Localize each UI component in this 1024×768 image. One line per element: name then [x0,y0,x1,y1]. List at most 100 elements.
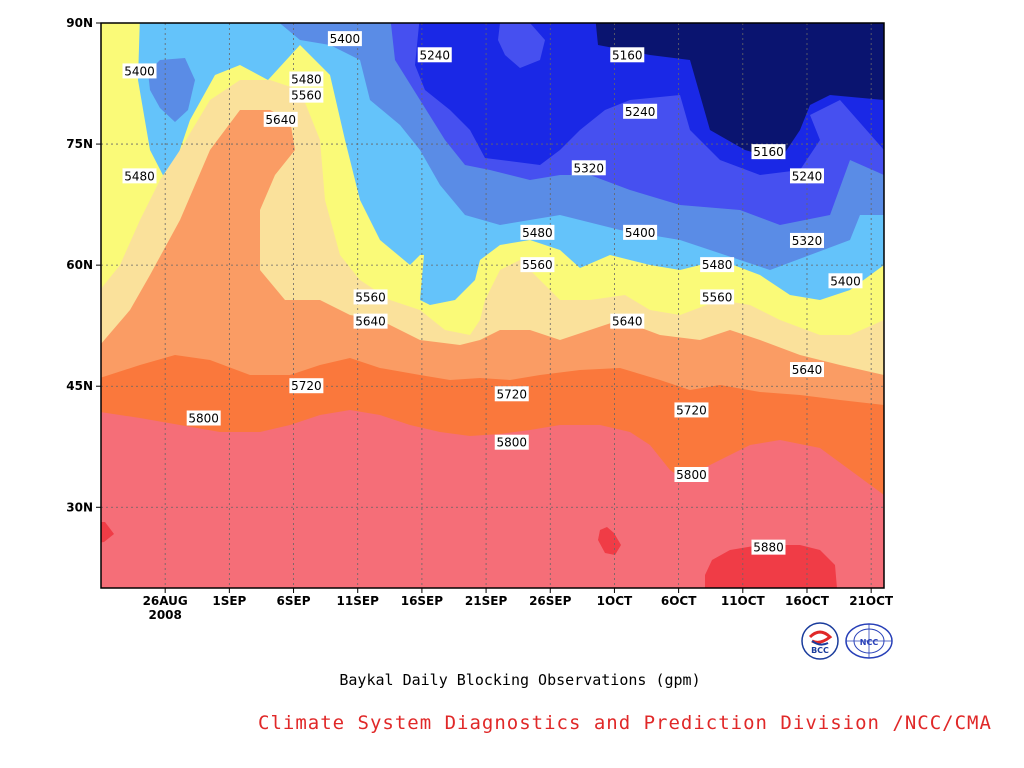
contour-label-text: 5720 [496,387,527,401]
y-tick-label: 60N [66,258,93,272]
contour-label-text: 5480 [522,226,553,240]
x-tick-label: 26AUG [143,594,188,608]
contour-label-text: 5160 [753,145,784,159]
contour-label-bg [674,402,709,418]
contour-label-text: 5480 [124,169,155,183]
x-tick-label: 11SEP [337,594,380,608]
x-tick-label: 1OCT [597,594,633,608]
contour-label-5640: 5640 [789,362,824,378]
contour-label-bg [520,257,555,273]
contour-label-5160: 5160 [610,47,645,63]
contour-label-5800: 5800 [494,434,529,450]
contour-label-5320: 5320 [789,232,824,248]
contour-label-text: 5240 [792,169,823,183]
level-fill-5320-pocket [148,58,195,122]
level-fill-5880 [101,410,884,588]
contour-label-bg [571,160,606,176]
contour-label-5640: 5640 [263,111,298,127]
contour-label-5880: 5880 [751,539,786,555]
bcc-logo: BCC [800,621,840,665]
contour-label-text: 5880 [753,541,784,555]
contour-label-bg [610,47,645,63]
ncc-logo-icon: NCC [845,623,893,659]
contour-label-text: 5640 [792,363,823,377]
x-tick-label: 26SEP [529,594,572,608]
y-tick-label: 75N [66,137,93,151]
contour-label-5720: 5720 [289,378,324,394]
contour-label-text: 5800 [188,412,219,426]
contour-label-bg [353,289,388,305]
contour-label-bg [417,47,452,63]
contour-label-bg [263,111,298,127]
contour-label-5400: 5400 [828,273,863,289]
contour-label-text: 5480 [291,73,322,87]
contour-label-text: 5240 [419,48,450,62]
contour-label-bg [789,232,824,248]
contour-label-bg [289,378,324,394]
ncc-logo-text: NCC [860,638,879,647]
contour-label-bg [751,144,786,160]
contour-label-5160: 5160 [751,144,786,160]
contour-label-5640: 5640 [610,313,645,329]
y-axis: 30N 45N 60N 75N 90N [66,16,101,514]
contour-label-text: 5720 [676,403,707,417]
x-tick-label: 16SEP [401,594,444,608]
contour-label-text: 5720 [291,379,322,393]
contour-label-5560: 5560 [289,87,324,103]
contour-label-text: 5560 [355,290,386,304]
chart-subtitle: Baykal Daily Blocking Observations (gpm) [339,671,701,689]
contour-label-5480: 5480 [289,71,324,87]
contour-label-5400: 5400 [122,63,157,79]
x-tick-label: 1SEP [212,594,246,608]
contour-label-5480: 5480 [520,224,555,240]
contour-label-bg [623,103,658,119]
contour-label-5720: 5720 [494,386,529,402]
contour-label-bg [327,31,362,47]
contour-label-bg [700,289,735,305]
credit-text: Climate System Diagnostics and Predictio… [258,712,992,734]
bcc-logo-text: BCC [811,646,829,655]
contour-label-bg [494,386,529,402]
contour-label-bg [122,168,157,184]
contour-label-text: 5640 [612,315,643,329]
contour-label-bg [674,467,709,482]
contour-label-text: 5800 [496,436,527,450]
level-fill-above-5880-right [705,545,837,588]
contour-label-text: 5640 [265,113,296,127]
contour-label-5240: 5240 [417,47,452,63]
contour-label-5320: 5320 [571,160,606,176]
contour-label-5240: 5240 [789,168,824,184]
level-fill-above-5880-center [598,527,621,555]
contour-label-bg [828,273,863,289]
contour-label-text: 5240 [625,105,656,119]
x-tick-label: 16OCT [785,594,830,608]
contour-label-5240: 5240 [623,103,658,119]
contour-label-bg [353,313,388,329]
x-tick-label: 21SEP [465,594,508,608]
contour-label-5480: 5480 [122,168,157,184]
contour-label-bg [623,224,658,240]
ncc-logo: NCC [844,621,894,665]
contour-label-5640: 5640 [353,313,388,329]
contour-label-bg [520,224,555,240]
contour-label-5560: 5560 [353,289,388,305]
contour-label-text: 5480 [702,258,733,272]
contour-label-5720: 5720 [674,402,709,418]
x-tick-label: 21OCT [849,594,894,608]
x-tick-label: 6OCT [661,594,697,608]
contour-label-5560: 5560 [520,257,555,273]
contour-label-5480: 5480 [700,257,735,273]
contour-label-text: 5320 [573,161,604,175]
contour-labels: 5400 5400 5240 5160 5480 5560 5640 5480 5240 5160… [122,31,863,555]
contour-label-text: 5400 [830,274,861,288]
contour-label-text: 5800 [676,468,707,482]
contour-fill-layer [101,23,884,588]
contour-label-5400: 5400 [327,31,362,47]
contour-label-bg [789,362,824,378]
contour-label-bg [610,313,645,329]
grid [101,23,884,588]
bcc-logo-icon: BCC [801,622,839,660]
y-tick-label: 30N [66,500,93,514]
